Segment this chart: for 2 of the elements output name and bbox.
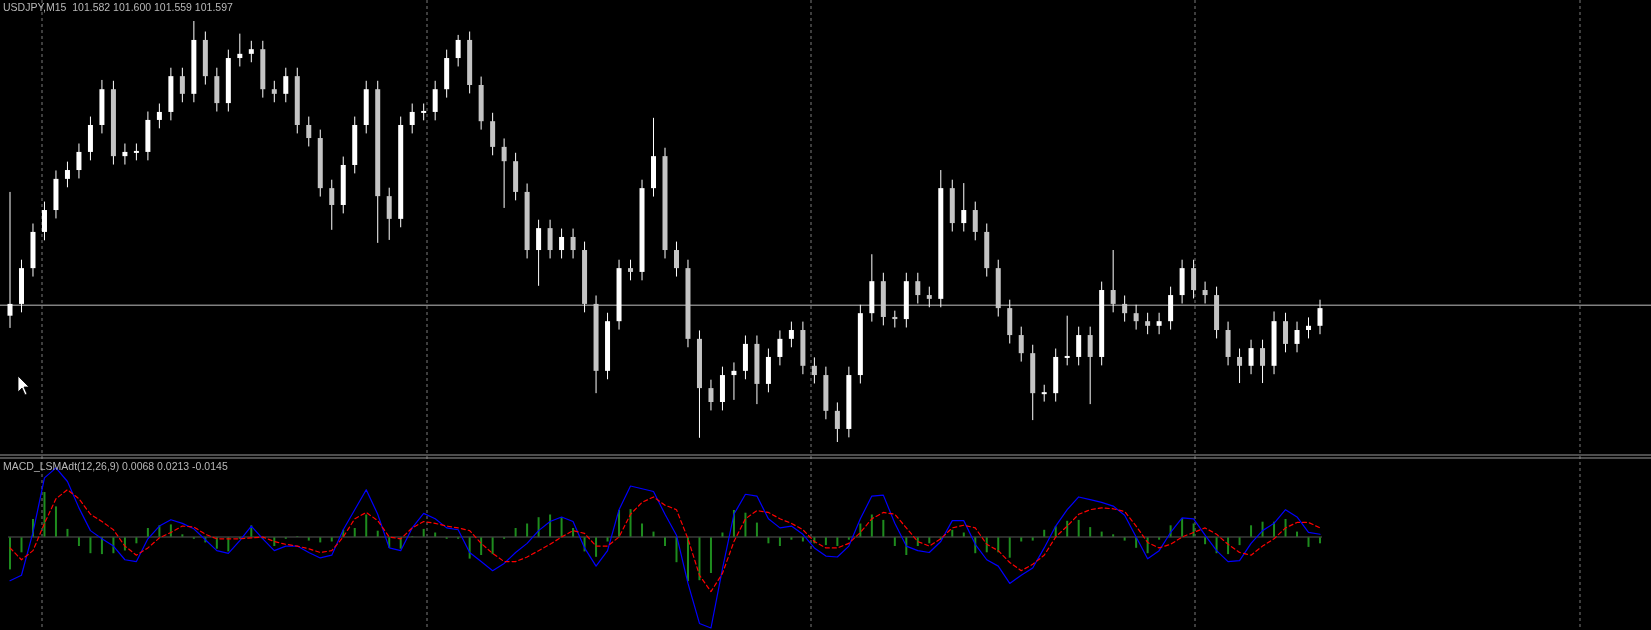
chart-title: USDJPY,M15 101.582 101.600 101.559 101.597 xyxy=(3,1,233,13)
chart-title: MACD_LSMAdt(12,26,9) 0.0068 0.0213 -0.0145 xyxy=(3,460,228,472)
